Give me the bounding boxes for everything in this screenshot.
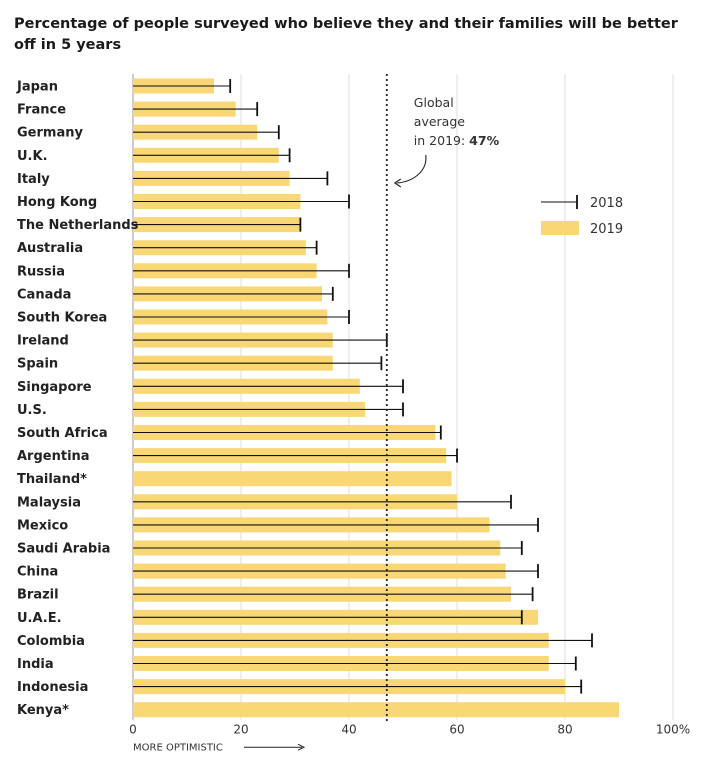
category-label: France xyxy=(17,103,66,118)
category-label: Italy xyxy=(17,172,50,187)
annotation-line: in 2019: 47% xyxy=(414,133,500,148)
category-label: Canada xyxy=(17,287,71,302)
legend-label-2019: 2019 xyxy=(590,222,623,237)
category-label: Ireland xyxy=(17,334,69,349)
x-tick-label: 0 xyxy=(129,723,137,737)
category-label: Hong Kong xyxy=(17,195,97,210)
category-label: U.A.E. xyxy=(17,611,62,626)
x-axis-label: MORE OPTIMISTIC xyxy=(133,743,223,754)
category-label: Indonesia xyxy=(17,680,88,695)
x-tick-label: 100% xyxy=(656,723,690,737)
annotation-arrow xyxy=(396,154,427,184)
annotation-value: 47% xyxy=(469,133,499,148)
x-tick-labels: 0 20 40 60 80 100% xyxy=(129,723,690,737)
category-label: Spain xyxy=(17,357,58,372)
annotation-line: average xyxy=(414,114,465,129)
category-label: Russia xyxy=(17,264,65,279)
category-label: Colombia xyxy=(17,634,85,649)
x-tick-label: 60 xyxy=(449,723,464,737)
category-label: Thailand* xyxy=(17,472,87,487)
markers-2018 xyxy=(133,79,593,694)
category-label: U.S. xyxy=(17,403,47,418)
legend: 2018 2019 xyxy=(541,195,623,237)
category-labels: Japan France Germany U.K. Italy Hong Kong The … xyxy=(16,80,139,719)
x-axis-arrowhead xyxy=(297,743,306,751)
category-label: Japan xyxy=(16,80,58,95)
x-tick-label: 20 xyxy=(233,723,248,737)
legend-label-2018: 2018 xyxy=(590,196,623,211)
category-label: Brazil xyxy=(17,588,59,603)
category-label: Germany xyxy=(17,126,83,141)
category-label: U.K. xyxy=(17,149,48,164)
chart-title: Percentage of people surveyed who believ… xyxy=(14,16,678,53)
category-label: Malaysia xyxy=(17,495,81,510)
category-label: Saudi Arabia xyxy=(17,542,110,557)
bar xyxy=(133,471,452,487)
annotation-arrowhead xyxy=(393,178,402,188)
category-label: Mexico xyxy=(17,518,68,533)
legend-swatch-2019 xyxy=(541,221,579,235)
bars-2019 xyxy=(133,78,619,718)
x-tick-label: 80 xyxy=(557,723,572,737)
bar xyxy=(133,702,619,718)
category-label: The Netherlands xyxy=(17,218,139,233)
category-label: Singapore xyxy=(17,380,92,395)
x-tick-label: 40 xyxy=(341,723,356,737)
annotation-line: Global xyxy=(414,95,454,110)
category-label: Argentina xyxy=(17,449,90,464)
category-label: China xyxy=(17,565,58,580)
category-label: South Korea xyxy=(17,311,107,326)
x-axis-note: MORE OPTIMISTIC xyxy=(133,743,306,754)
category-label: Australia xyxy=(17,241,83,256)
category-label: Kenya* xyxy=(17,703,69,718)
global-average-annotation: Global average in 2019: 47% xyxy=(393,95,500,188)
category-label: South Africa xyxy=(17,426,108,441)
category-label: India xyxy=(17,657,54,672)
